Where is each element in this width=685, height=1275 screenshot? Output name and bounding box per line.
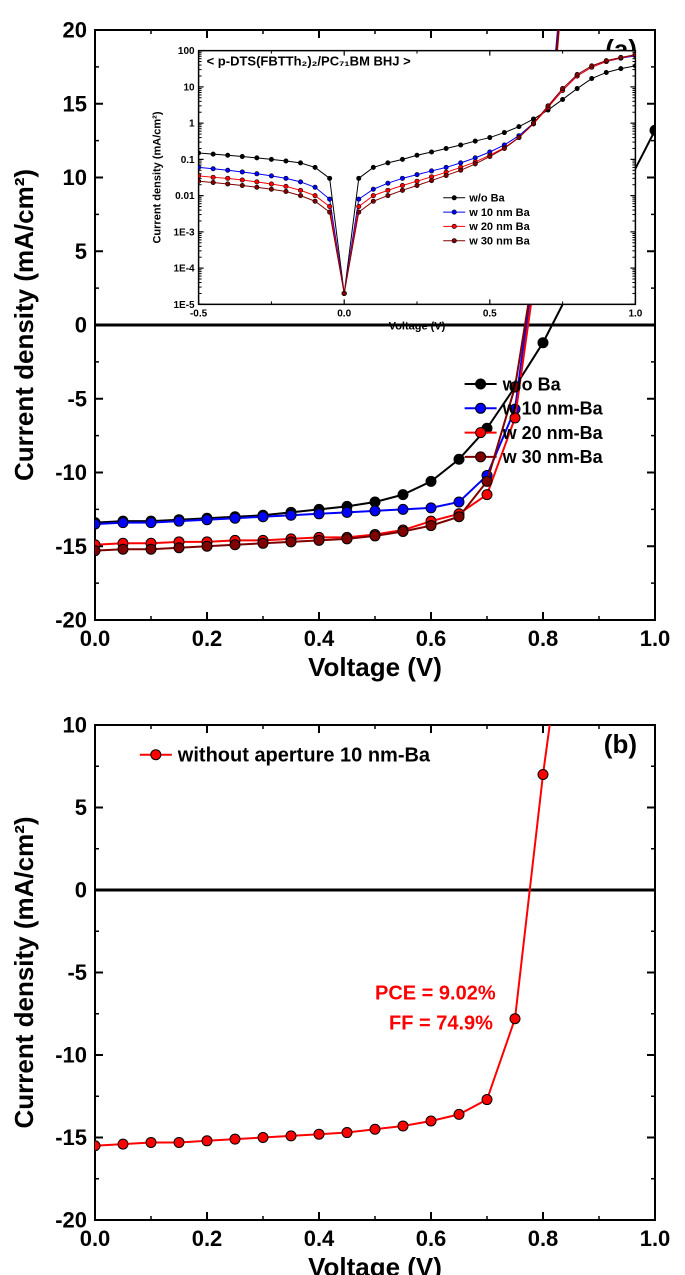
svg-text:0.8: 0.8 [528, 1226, 559, 1251]
svg-text:w 30 nm-Ba: w 30 nm-Ba [502, 447, 604, 467]
svg-text:without aperture 10 nm-Ba: without aperture 10 nm-Ba [177, 745, 431, 767]
svg-text:-10: -10 [55, 460, 87, 485]
svg-text:-20: -20 [55, 608, 87, 633]
svg-text:0.8: 0.8 [528, 626, 559, 651]
svg-text:1E-3: 1E-3 [173, 227, 195, 238]
svg-text:0.01: 0.01 [175, 191, 195, 202]
svg-text:-15: -15 [55, 1125, 87, 1150]
svg-text:0.4: 0.4 [304, 626, 335, 651]
svg-text:Current density (mA/cm²): Current density (mA/cm²) [152, 111, 164, 243]
svg-text:w 10 nm Ba: w 10 nm Ba [468, 207, 530, 219]
svg-text:0.6: 0.6 [416, 626, 447, 651]
svg-text:0.2: 0.2 [192, 1226, 223, 1251]
svg-text:-20: -20 [55, 1208, 87, 1233]
svg-text:5: 5 [75, 795, 87, 820]
svg-text:0.5: 0.5 [483, 308, 497, 319]
svg-text:-15: -15 [55, 534, 87, 559]
svg-text:15: 15 [63, 91, 87, 116]
svg-text:0.2: 0.2 [192, 626, 223, 651]
svg-text:1.0: 1.0 [640, 626, 671, 651]
svg-text:1.0: 1.0 [628, 308, 642, 319]
svg-text:Current density (mA/cm²): Current density (mA/cm²) [9, 816, 39, 1128]
svg-text:w/o Ba: w/o Ba [502, 374, 562, 394]
svg-text:(b): (b) [604, 729, 637, 759]
svg-text:w 20 nm Ba: w 20 nm Ba [468, 221, 530, 233]
svg-text:w 20 nm-Ba: w 20 nm-Ba [502, 423, 604, 443]
svg-text:100: 100 [178, 46, 195, 57]
svg-text:< p-DTS(FBTTh₂)₂/PC₇₁BM BHJ >: < p-DTS(FBTTh₂)₂/PC₇₁BM BHJ > [207, 54, 412, 69]
svg-text:Voltage (V): Voltage (V) [308, 652, 442, 682]
svg-text:1: 1 [189, 119, 195, 130]
svg-text:0.1: 0.1 [181, 155, 195, 166]
svg-text:FF = 74.9%: FF = 74.9% [389, 1012, 493, 1034]
svg-text:0.0: 0.0 [337, 308, 351, 319]
svg-text:-10: -10 [55, 1043, 87, 1068]
svg-text:10: 10 [183, 82, 195, 93]
svg-text:1E-4: 1E-4 [173, 264, 195, 275]
svg-text:1E-5: 1E-5 [173, 300, 195, 311]
svg-text:Current density (mA/cm²): Current density (mA/cm²) [9, 169, 39, 481]
svg-text:Voltage (V): Voltage (V) [308, 1252, 442, 1275]
svg-text:0: 0 [75, 878, 87, 903]
svg-text:Voltage (V): Voltage (V) [389, 320, 446, 332]
svg-text:10: 10 [63, 713, 87, 738]
svg-text:10: 10 [63, 165, 87, 190]
svg-text:20: 20 [63, 18, 87, 43]
svg-text:w 30 nm Ba: w 30 nm Ba [468, 236, 530, 248]
svg-text:w/o Ba: w/o Ba [468, 193, 505, 205]
svg-text:-5: -5 [67, 960, 87, 985]
svg-text:1.0: 1.0 [640, 1226, 671, 1251]
svg-text:5: 5 [75, 239, 87, 264]
svg-text:w 10 nm-Ba: w 10 nm-Ba [502, 399, 604, 419]
svg-text:-5: -5 [67, 386, 87, 411]
svg-text:0: 0 [75, 313, 87, 338]
svg-text:0.4: 0.4 [304, 1226, 335, 1251]
svg-text:PCE = 9.02%: PCE = 9.02% [375, 983, 496, 1005]
svg-text:0.6: 0.6 [416, 1226, 447, 1251]
